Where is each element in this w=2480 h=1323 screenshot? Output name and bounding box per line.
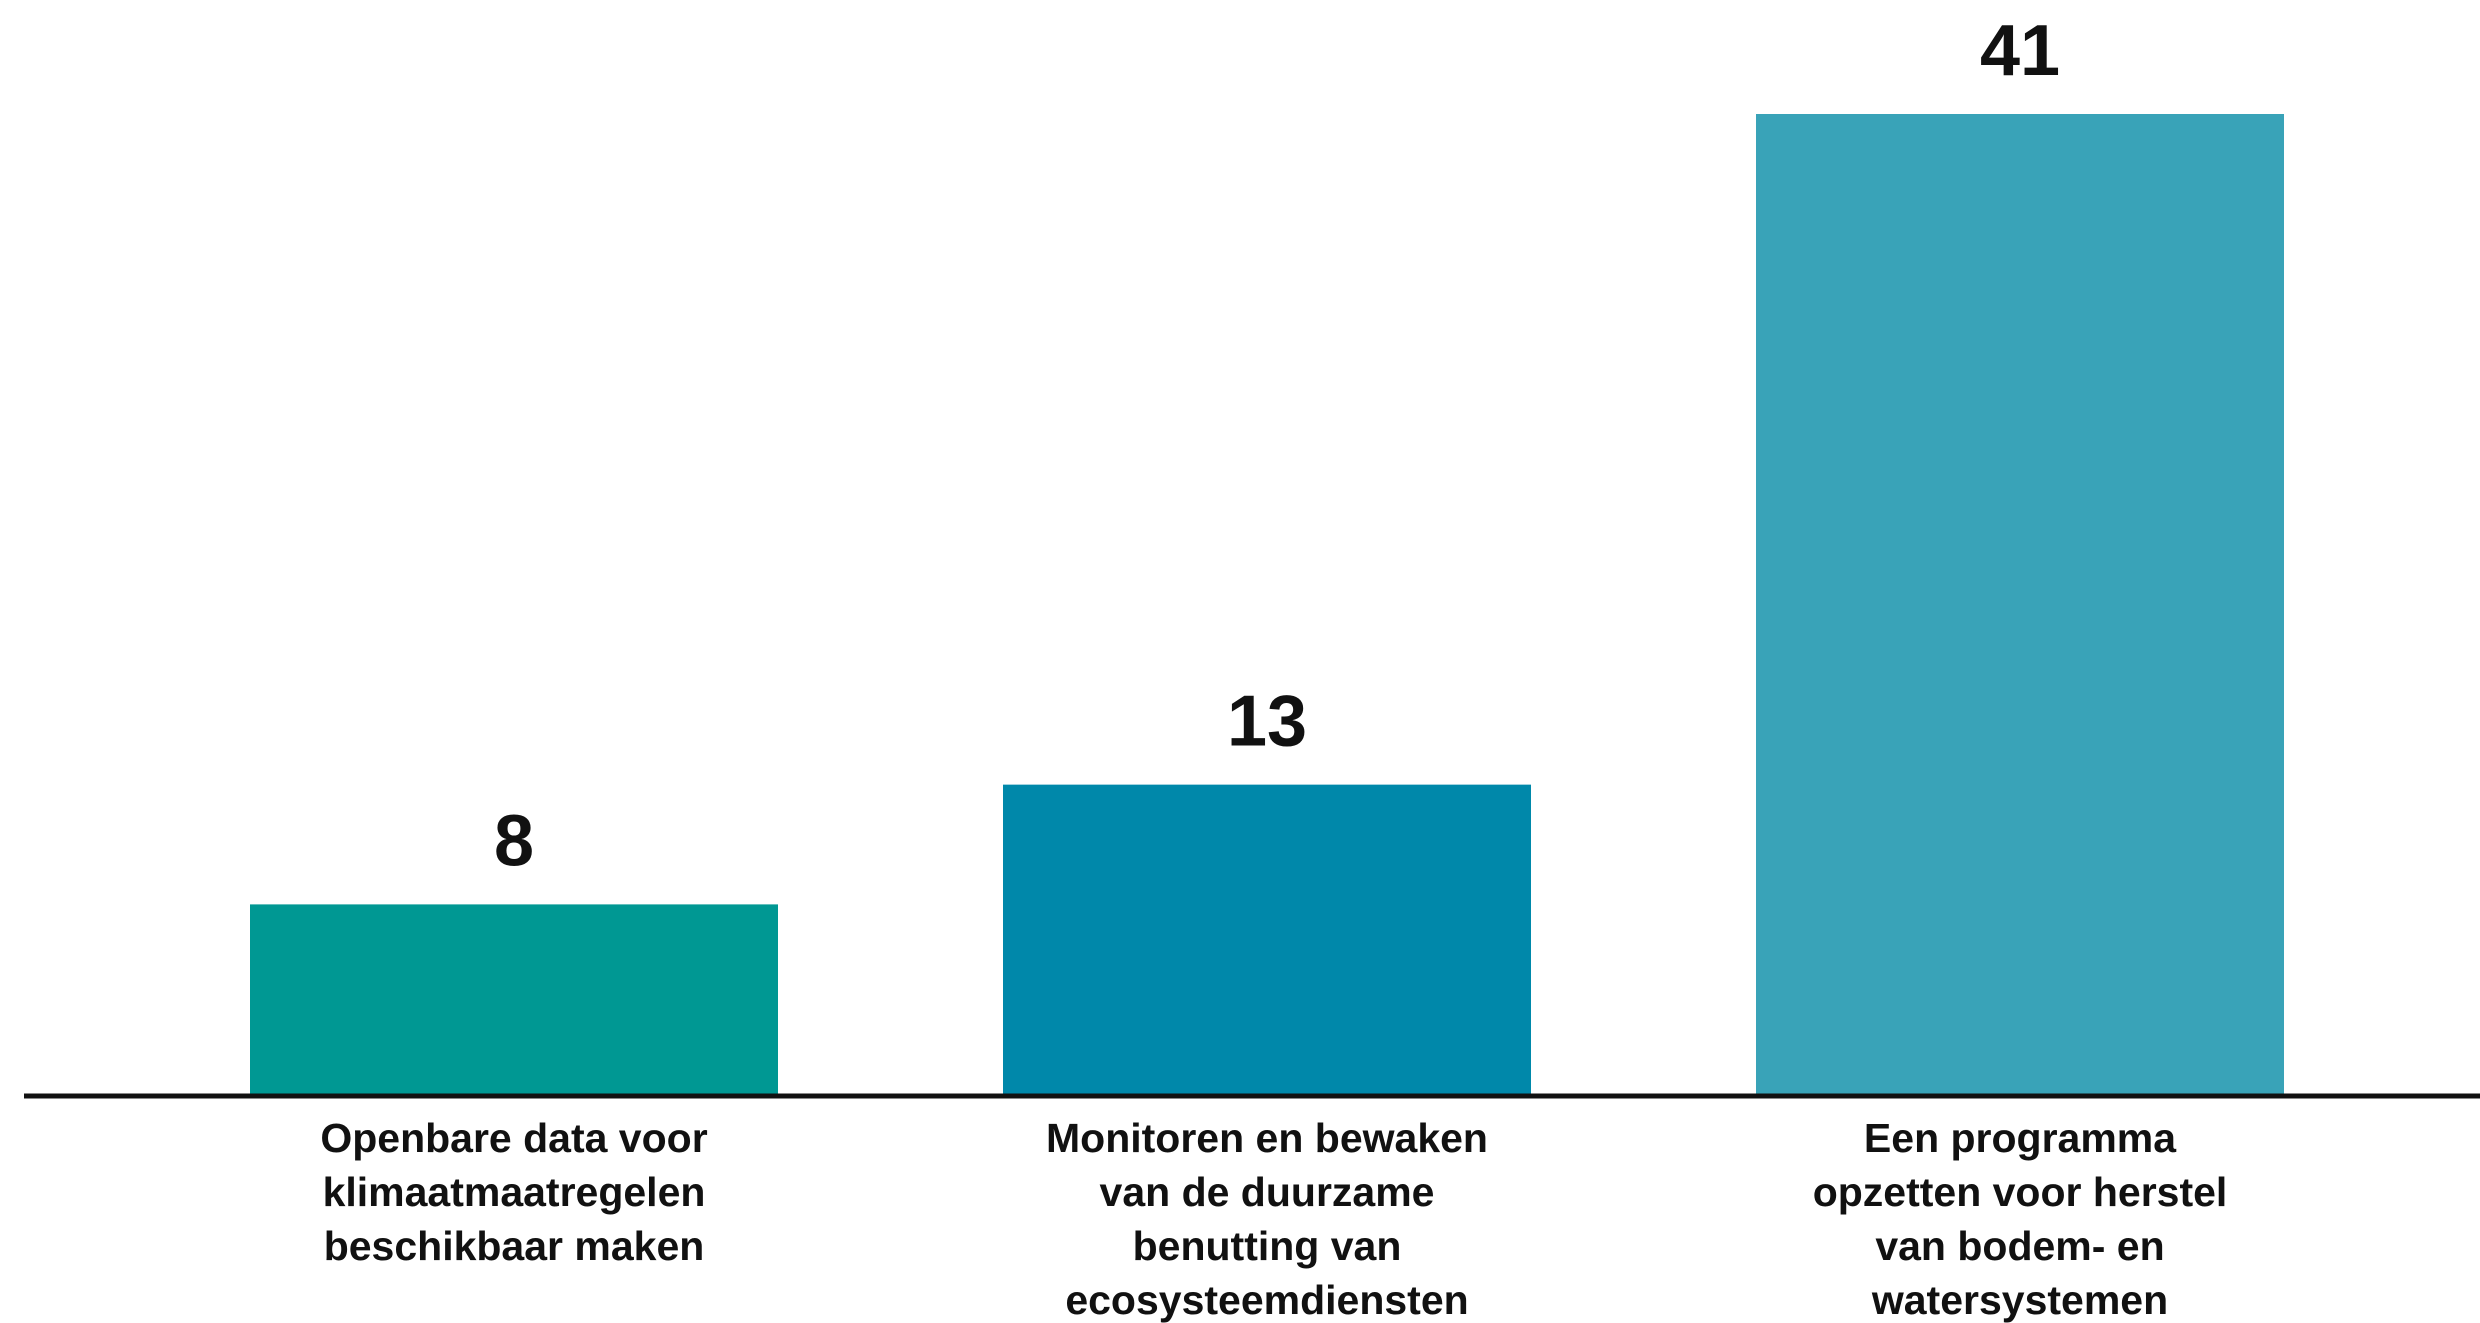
category-label: van de duurzame xyxy=(1100,1169,1435,1215)
category-label: opzetten voor herstel xyxy=(1813,1169,2228,1215)
value-label: 8 xyxy=(494,801,534,881)
bar xyxy=(1003,784,1531,1096)
category-label: Openbare data voor xyxy=(320,1115,707,1161)
bar xyxy=(1756,114,2284,1096)
category-label: van bodem- en xyxy=(1875,1223,2164,1269)
value-label: 41 xyxy=(1980,11,2060,91)
category-label: watersystemen xyxy=(1871,1277,2168,1323)
category-label: Monitoren en bewaken xyxy=(1046,1115,1488,1161)
bar xyxy=(250,904,778,1096)
category-label: Een programma xyxy=(1864,1115,2177,1161)
category-label: benutting van xyxy=(1133,1223,1402,1269)
value-label: 13 xyxy=(1227,682,1307,762)
category-label: beschikbaar maken xyxy=(324,1223,705,1269)
category-label: klimaatmaatregelen xyxy=(323,1169,706,1215)
category-label: ecosysteemdiensten xyxy=(1065,1277,1468,1323)
